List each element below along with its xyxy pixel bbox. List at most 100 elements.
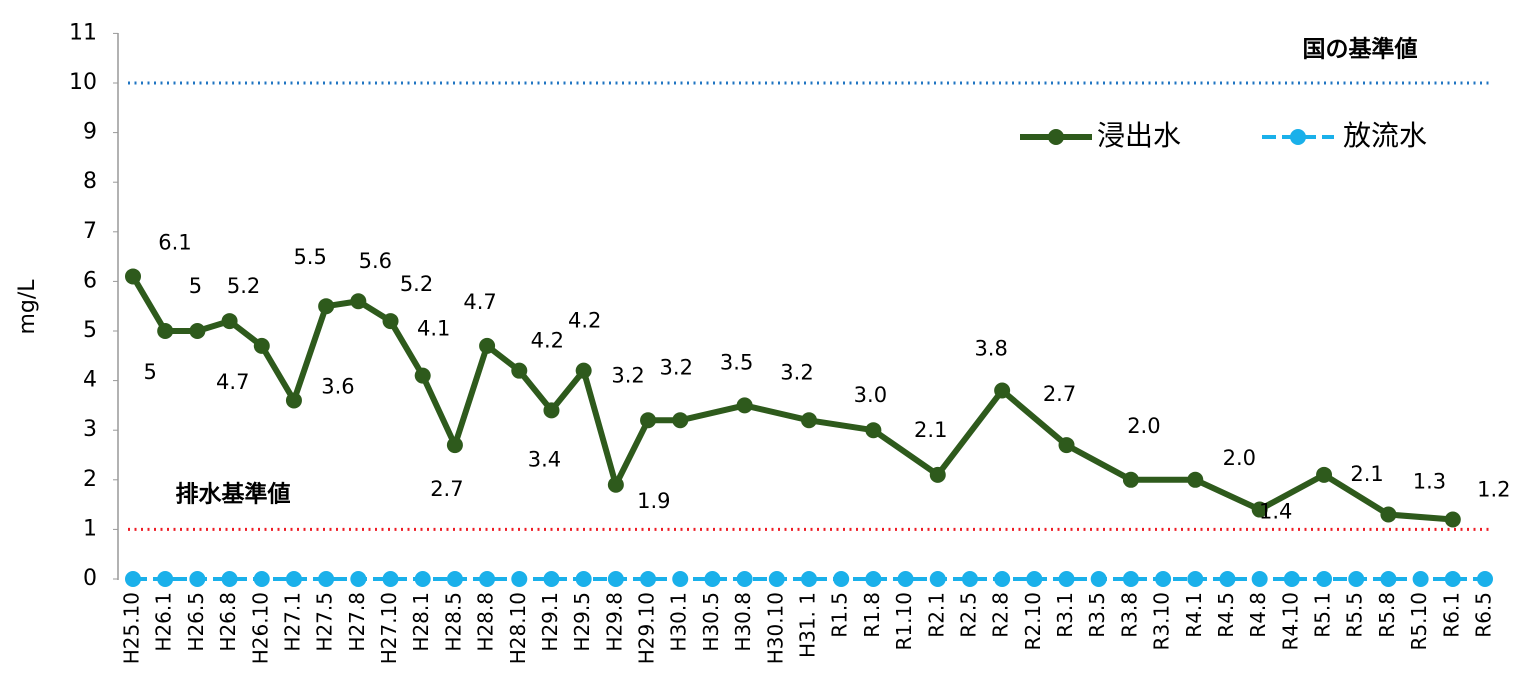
x-tick-label: H27.1 [280,592,304,652]
point [189,323,206,339]
y-tick-label: 10 [69,70,97,95]
point [607,571,624,587]
point [994,382,1011,399]
x-tick-label: R3.8 [1117,592,1141,638]
x-tick-label: R5.1 [1311,592,1335,638]
y-tick-label: 9 [83,120,97,145]
point [1316,466,1333,483]
point [1122,471,1139,488]
point [1187,471,1204,488]
data-label: 4.7 [463,290,496,314]
x-tick-label: R1.10 [892,592,916,650]
data-label: 4.7 [216,370,249,394]
point [1316,571,1333,587]
point [543,402,560,419]
data-label: 1.4 [1259,500,1292,524]
y-tick-label: 2 [83,467,97,492]
point [221,571,238,587]
point [833,571,850,587]
y-tick-label: 11 [69,20,97,45]
point [801,412,817,429]
point [1477,571,1493,587]
y-tick-label: 4 [83,368,97,393]
point [961,571,978,587]
point [640,412,657,429]
point [1380,506,1397,523]
y-tick-label: 8 [83,169,97,194]
data-label: 6.1 [158,230,191,254]
point [736,571,753,587]
legend-marker [1048,129,1064,145]
point [1090,571,1107,587]
data-label: 3.6 [321,374,354,398]
x-tick-label: H30.5 [699,592,723,652]
x-tick-label: H29.1 [538,592,562,652]
y-tick-label: 7 [83,219,97,244]
point [1444,511,1461,528]
data-label: 5.5 [293,245,326,269]
point [1219,571,1236,587]
x-tick-label: R1.8 [860,592,884,638]
x-tick-label: H28.8 [474,592,498,652]
x-tick-label: H29.5 [570,592,594,652]
data-label: 1.2 [1477,477,1510,501]
data-label: 5.2 [227,274,260,298]
data-label: 5.2 [400,272,433,296]
point [672,412,689,429]
point [929,466,946,483]
data-label: 3.2 [660,355,693,379]
point [479,571,496,587]
point [897,571,914,587]
data-label: 2.7 [430,477,463,501]
point [318,298,335,315]
x-tick-label: R4.5 [1214,592,1238,638]
point [253,571,270,587]
x-tick-label: R6.1 [1439,592,1463,638]
point [1444,571,1461,587]
point [1187,571,1204,587]
x-tick-label: H29.8 [602,592,626,652]
reference-label: 国の基準値 [1303,36,1418,63]
x-tick-label: R3.5 [1085,592,1109,638]
y-tick-label: 1 [83,516,97,541]
x-tick-label: H30.8 [731,592,755,652]
x-tick-label: H27.5 [313,592,337,652]
point [511,362,528,379]
y-tick-label: 3 [83,417,97,442]
point [607,476,624,493]
point [736,397,753,414]
x-tick-label: R6.5 [1472,592,1496,638]
data-label: 4.1 [417,317,450,341]
x-tick-label: H26.10 [248,592,272,664]
x-tick-label: H26.8 [216,592,240,652]
data-label: 3.2 [611,363,644,387]
data-label: 1.9 [637,489,670,513]
data-label: 2.0 [1127,414,1160,438]
point [1155,571,1172,587]
point [350,293,367,310]
point [640,571,657,587]
point [253,337,270,354]
point [1380,571,1397,587]
data-label: 2.1 [914,418,947,442]
point [575,571,592,587]
point [285,392,302,409]
point [318,571,335,587]
data-label: 3.4 [528,447,561,471]
x-tick-label: R3.10 [1150,592,1174,650]
point [929,571,946,587]
x-tick-label: H30.10 [763,592,787,664]
x-tick-label: R5.8 [1375,592,1399,638]
x-tick-label: H27.8 [345,592,369,652]
point [575,362,592,379]
y-axis-label: mg/L [15,279,40,335]
data-label: 5 [144,360,157,384]
x-tick-label: R2.8 [989,592,1013,638]
point [125,268,141,285]
point [1058,571,1075,587]
point [801,571,817,587]
y-tick-label: 6 [83,268,97,293]
point [1348,571,1365,587]
data-label: 3.8 [974,337,1007,361]
